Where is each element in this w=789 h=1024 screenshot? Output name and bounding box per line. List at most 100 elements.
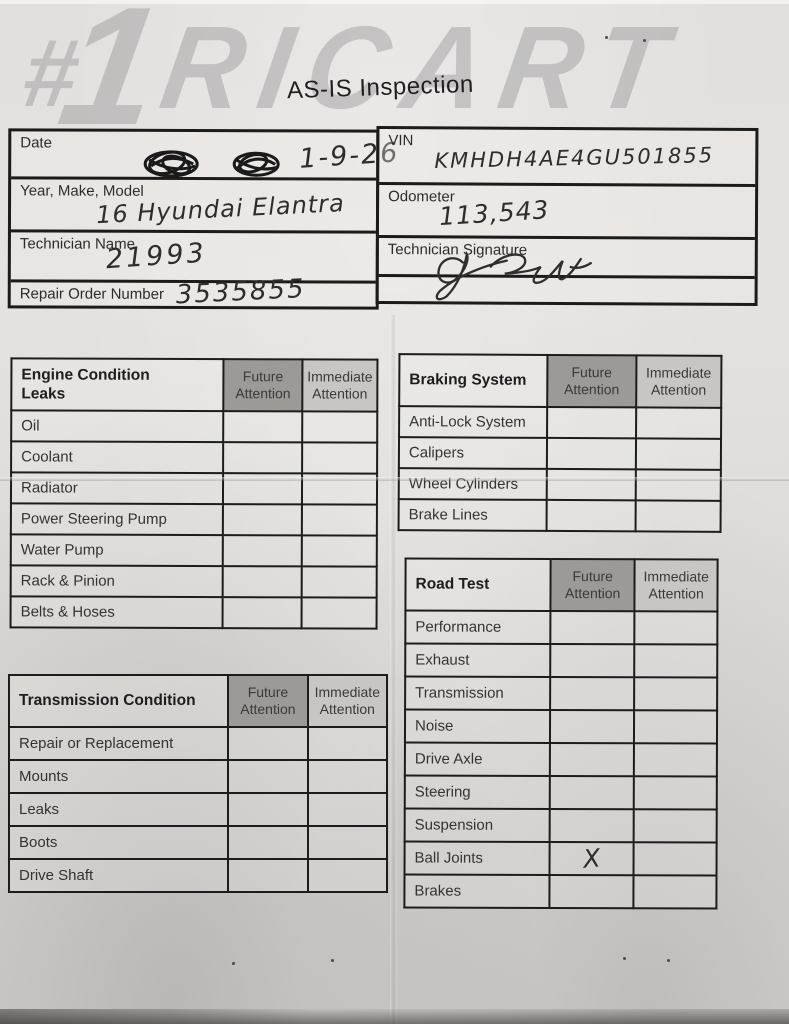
- future-checkbox-cell: [227, 792, 309, 827]
- paper-speck: [667, 959, 670, 962]
- row-label: Mounts: [7, 759, 230, 794]
- technician-name-handwritten-value: 21993: [104, 237, 208, 276]
- future-attention-column-header: Future Attention: [227, 674, 309, 728]
- future-checkbox-cell: [223, 504, 302, 536]
- future-checkbox-cell: [222, 597, 302, 629]
- row-label: Boots: [7, 825, 230, 860]
- future-checkbox-cell: [227, 825, 309, 860]
- row-label: Calipers: [398, 437, 548, 469]
- table-row: Leaks: [7, 792, 389, 827]
- year-make-model-field-row: Year, Make, Model 16 Hyundai Elantra: [10, 179, 377, 234]
- immediate-checkbox-cell: [633, 842, 717, 876]
- immediate-checkbox-cell: [634, 677, 718, 711]
- table-row: Water Pump: [10, 534, 377, 567]
- table-row: Mounts: [7, 759, 389, 794]
- future-checkbox-cell: [549, 775, 635, 810]
- table-row: Transmission: [405, 676, 718, 711]
- technician-signature-field-row: Technician Signature: [378, 238, 755, 301]
- road-test-table: Road Test Future Attention Immediate Att…: [403, 557, 719, 910]
- row-label: Noise: [404, 709, 551, 743]
- table-row: Rack & Pinion: [10, 565, 377, 598]
- table-row: Anti-Lock System: [399, 406, 722, 439]
- future-checkbox-cell: [549, 874, 634, 909]
- future-checkbox-cell: [227, 858, 309, 893]
- row-label: Water Pump: [10, 534, 224, 567]
- immediate-checkbox-cell: [634, 611, 718, 645]
- repair-order-handwritten-value: 3535855: [175, 274, 307, 311]
- row-label: Coolant: [11, 441, 224, 474]
- row-label: Leaks: [7, 792, 230, 827]
- paper-top-edge-highlight: [0, 0, 789, 4]
- table-row: Noise: [404, 709, 718, 744]
- table-row: Brake Lines: [398, 499, 721, 532]
- odometer-handwritten-value: 113,543: [438, 195, 551, 232]
- immediate-attention-column-header: Immediate Attention: [634, 559, 718, 612]
- future-checkbox-cell-x-mark: X: [548, 838, 636, 879]
- table-row: Exhaust: [405, 643, 718, 678]
- immediate-attention-column-header: Immediate Attention: [635, 355, 722, 408]
- future-checkbox-cell: [222, 566, 302, 598]
- row-label: Brakes: [404, 874, 550, 908]
- table-row: Performance: [405, 610, 718, 645]
- technician-signature-handwriting: [435, 250, 592, 301]
- immediate-checkbox-cell: [635, 407, 722, 439]
- row-label: Power Steering Pump: [10, 503, 224, 536]
- repair-order-field-row: Repair Order Number 3535855: [11, 274, 376, 310]
- future-checkbox-cell: [549, 742, 635, 777]
- immediate-attention-column-header: Immediate Attention: [302, 359, 378, 412]
- immediate-checkbox-cell: [634, 644, 718, 678]
- row-label: Drive Shaft: [7, 858, 230, 893]
- scribbled-out-entries: [143, 150, 280, 178]
- braking-system-table: Braking System Future Attention Immediat…: [397, 353, 723, 533]
- row-label: Rack & Pinion: [10, 565, 224, 598]
- table-row: Belts & Hoses: [10, 596, 377, 629]
- table-row: Power Steering Pump: [10, 503, 377, 536]
- photo-bottom-shadow: [0, 1009, 789, 1024]
- row-label: Repair or Replacement: [7, 726, 230, 761]
- future-checkbox-cell: [546, 437, 636, 470]
- table-row: Drive Axle: [404, 742, 717, 777]
- odometer-field-row: Odometer 113,543: [378, 185, 756, 240]
- paper-speck: [232, 962, 235, 965]
- table-row: Drive Shaft: [7, 858, 389, 893]
- paper-speck: [605, 36, 608, 39]
- row-label: Transmission: [405, 676, 551, 710]
- info-box-left: Date 1-9-26 Year, Make, Model 16 Hyundai…: [7, 128, 400, 310]
- immediate-checkbox-cell: [635, 438, 722, 470]
- future-checkbox-cell: [550, 610, 635, 645]
- future-checkbox-cell: [223, 535, 302, 567]
- braking-table-title: Braking System: [399, 354, 548, 407]
- technician-name-field-row: Technician Name 21993: [10, 232, 376, 284]
- future-checkbox-cell: [550, 709, 635, 744]
- row-label: Oil: [11, 410, 224, 443]
- immediate-attention-column-header: Immediate Attention: [306, 674, 389, 728]
- road-test-table-title: Road Test: [405, 558, 551, 611]
- future-checkbox-cell: [223, 411, 303, 443]
- future-checkbox-cell: [227, 726, 309, 761]
- table-row: Boots: [7, 825, 389, 860]
- engine-header-row: Engine Condition Leaks Future Attention …: [11, 358, 378, 412]
- vin-field-row: VIN KMHDH4AE4GU501855: [379, 129, 756, 187]
- row-label: Steering: [404, 775, 550, 809]
- future-checkbox-cell: [546, 468, 636, 501]
- table-row: Brakes: [404, 874, 717, 909]
- future-attention-column-header: Future Attention: [550, 558, 635, 612]
- odometer-label: Odometer: [388, 188, 455, 206]
- ricart-logo-watermark: # 1 RICART: [0, 0, 789, 134]
- paper-speck: [331, 959, 334, 962]
- row-label: Anti-Lock System: [399, 406, 548, 438]
- empty-field-row: [379, 277, 755, 294]
- table-row: Wheel Cylinders: [398, 468, 721, 501]
- table-row: Steering: [404, 775, 717, 810]
- row-label: Performance: [405, 610, 551, 644]
- table-row-ball-joints: Ball Joints X: [404, 838, 717, 879]
- transmission-condition-table: Transmission Condition Future Attention …: [7, 674, 389, 893]
- row-label: Suspension: [404, 808, 550, 842]
- immediate-checkbox-cell: [634, 776, 717, 810]
- future-checkbox-cell: [547, 406, 636, 439]
- immediate-checkbox-cell: [306, 858, 389, 893]
- immediate-checkbox-cell: [302, 442, 378, 474]
- immediate-checkbox-cell: [301, 504, 377, 536]
- immediate-checkbox-cell: [302, 411, 378, 443]
